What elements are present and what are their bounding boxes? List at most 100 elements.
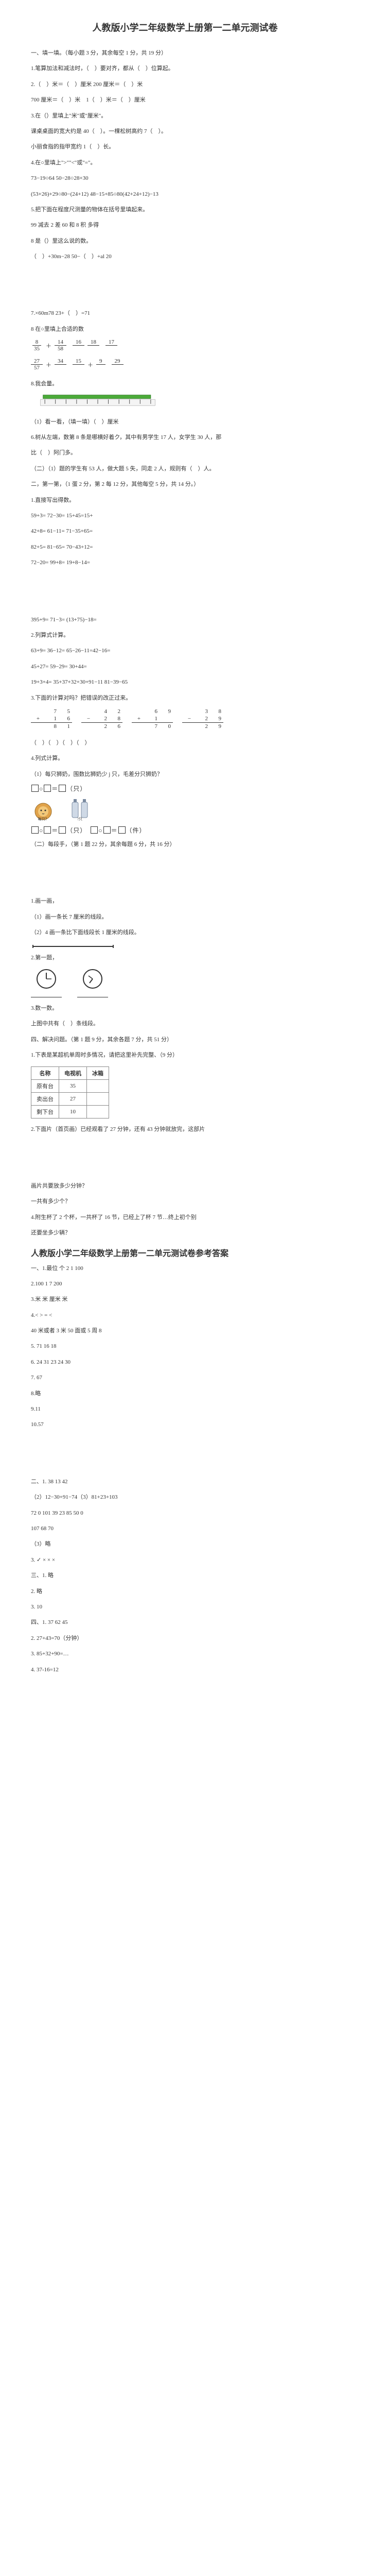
ans-line: 一、1.最位 个 2 1 100: [31, 1262, 339, 1275]
q1-12: 8 是（）里这么说的数。: [31, 234, 339, 248]
calc-cell: 6: [146, 708, 160, 715]
calc-cell: 8: [45, 723, 59, 730]
section-2-heading: 二，第一第，（1 蛋 2 分，第 2 每 12 分，其他每空 5 分，共 14 …: [31, 478, 339, 491]
q1-16: （1）看一看，（填一填）（ ）厘米: [31, 415, 339, 429]
q2-12: （ ）（ ）（ ）（ ）: [31, 736, 339, 750]
q2-14: （1）每只狮奶，围数比狮奶少 j 只，毛差分只狮奶？: [31, 768, 339, 781]
box-equation-1: ○＝（只）: [31, 784, 339, 793]
calc-cell: +: [132, 715, 146, 723]
frac-1: 835 ＋ 1458: [31, 339, 66, 352]
q3-4: 2.第一题，: [31, 951, 339, 964]
q1-8: 73−19○64 50−28○28+30: [31, 172, 339, 185]
section-1-heading: 一、填一填。（每小题 3 分，其余每空 1 分，共 19 分）: [31, 46, 339, 60]
calc-cell: [31, 708, 45, 715]
calc-cell: 9: [210, 723, 223, 730]
table-cell: [87, 1079, 109, 1092]
q3-2: （1）画一条长 7 厘米的线段。: [31, 910, 339, 924]
box-equation-2: ○＝（只） ○＝（件）: [31, 826, 339, 835]
ans-line: 3. ✓ × × ×: [31, 1553, 339, 1567]
clock-row: [31, 969, 339, 997]
frac-num: 17: [105, 339, 117, 346]
q4-4: 一共有多少个？: [31, 1195, 339, 1208]
frac-4: 2757 ＋ 34: [31, 358, 66, 371]
table-cell: 卖出台: [31, 1092, 59, 1105]
calc-cell: 1: [146, 715, 160, 723]
line-segment-icon: [31, 944, 134, 948]
table-header: 冰箱: [87, 1066, 109, 1079]
q1-17: 6.树从左端，数第 8 条是哪横好着ク，其中有男学生 17 人，女学生 30 人…: [31, 431, 339, 444]
calc-cell: 2: [109, 708, 122, 715]
document-page: 人教版小学二年级数学上册第一二单元测试卷 一、填一填。（每小题 3 分，其余每空…: [0, 0, 370, 1699]
calc-cell: 2: [96, 723, 109, 730]
section-4-heading: 四、解决问题。（第 1 题 9 分，其余各题 7 分，共 51 分）: [31, 1033, 339, 1046]
calc-cell: 2: [197, 723, 210, 730]
bottle-label: ?只: [77, 817, 82, 821]
ans-line: 二、1. 38 13 42: [31, 1475, 339, 1488]
q4-1: 1.下表是某超机单周时多情况，请把这里补先完整、（9 分）: [31, 1048, 339, 1062]
ans-line: 40 米或者 3 米 50 面或 5 周 8: [31, 1324, 339, 1337]
calc-cell: 1: [45, 715, 59, 723]
calc-cell: [132, 708, 146, 715]
table-cell: 剩下台: [31, 1105, 59, 1118]
clock-blank: [31, 991, 62, 997]
doc-title: 人教版小学二年级数学上册第一二单元测试卷: [31, 21, 339, 34]
q3-3: （2）4 画一条比下面线段长 1 厘米的线段。: [31, 926, 339, 939]
calc-cell: 8: [109, 715, 122, 723]
q2-10: 19+3+4= 35+37+32+30+91−11 81−39−65: [31, 675, 339, 689]
q2-13: 4.列式计算。: [31, 752, 339, 765]
q1-10: 5.把下面在程度尺测量的物体在括号里填起来。: [31, 203, 339, 216]
q1-15: 8.我会量。: [31, 377, 339, 391]
table-header: 名称: [31, 1066, 59, 1079]
calc-cell: 2: [96, 715, 109, 723]
ruler-figure: [31, 394, 339, 409]
ans-line: （2）12−30+91−74（3）81+23+103: [31, 1490, 339, 1504]
frac-den: 35: [31, 346, 43, 352]
frac-op: ＋: [46, 361, 51, 369]
q2-4: 82+5= 81−65= 70−43+12=: [31, 540, 339, 554]
answer-title: 人教版小学二年级数学上册第一二单元测试卷参考答案: [31, 1246, 339, 1259]
calc-cell: 9: [210, 715, 223, 723]
calc-cell: −: [81, 715, 96, 723]
q1-11: 99 减去 2 差 60 和 8 积 多得: [31, 218, 339, 232]
calc-cell: 3: [197, 708, 210, 715]
q1-frac-head: 7.×60m78 23+（ ）=71: [31, 307, 339, 320]
q1-13: （ ）+30m−28 50−（ ）+al 20: [31, 250, 339, 263]
q1-18: 比（ ）阿门多。: [31, 446, 339, 460]
calc-cell: [132, 723, 146, 730]
ans-line: 三、1. 略: [31, 1569, 339, 1582]
q1-7: 4.在○里填上">""<"或"="。: [31, 156, 339, 170]
calc-cell: 6: [59, 715, 72, 723]
frac-op: ＋: [46, 342, 51, 350]
frac-num: 29: [112, 358, 124, 365]
ans-line: 2.100 1 7 200: [31, 1277, 339, 1291]
q4-6: 还要坐多少辆？: [31, 1226, 339, 1240]
table-row: 名称 电视机 冰箱: [31, 1066, 109, 1079]
q3-6: 上图中共有（ ）条线段。: [31, 1017, 339, 1030]
ans-line: 8.略: [31, 1387, 339, 1400]
calc-cell: [81, 723, 96, 730]
q1-19: （二）（1）题的学生有 53 人，做大题 5 失，同走 2 人，规则有（ ）人。: [31, 462, 339, 476]
q2-6: 395+9= 71−3= (13+75)−18=: [31, 613, 339, 626]
lion-label: 每只？: [38, 817, 49, 821]
frac-den: 58: [55, 346, 66, 352]
frac-num: 18: [87, 339, 99, 346]
table-cell: 10: [59, 1105, 87, 1118]
animal-icons: 每只？ ?只: [31, 798, 339, 821]
calc-cell: 7: [146, 723, 160, 730]
ans-line: 7. 67: [31, 1371, 339, 1384]
table-header: 电视机: [59, 1066, 87, 1079]
table-cell: [87, 1105, 109, 1118]
table-row: 原有台 35: [31, 1079, 109, 1092]
calc-cell: −: [182, 715, 197, 723]
q1-2: 2.（ ）米＝（ ）厘米 200 厘米＝（ ）米: [31, 78, 339, 91]
calc-cell: [182, 708, 197, 715]
calc-cell: 8: [210, 708, 223, 715]
q3-5: 3.数一数。: [31, 1002, 339, 1015]
clock-2: [77, 969, 108, 997]
ans-line: 5. 71 16 18: [31, 1340, 339, 1353]
q4-5: 4.附生杯了 2 个杯，一共杯了 16 节，已经上了杯 7 节…终上初个别: [31, 1211, 339, 1224]
frac-den: 57: [31, 365, 43, 371]
lion-icon: 每只？: [31, 799, 56, 821]
table-cell: [87, 1092, 109, 1105]
frac-5: 15 ＋ 9: [73, 358, 105, 371]
